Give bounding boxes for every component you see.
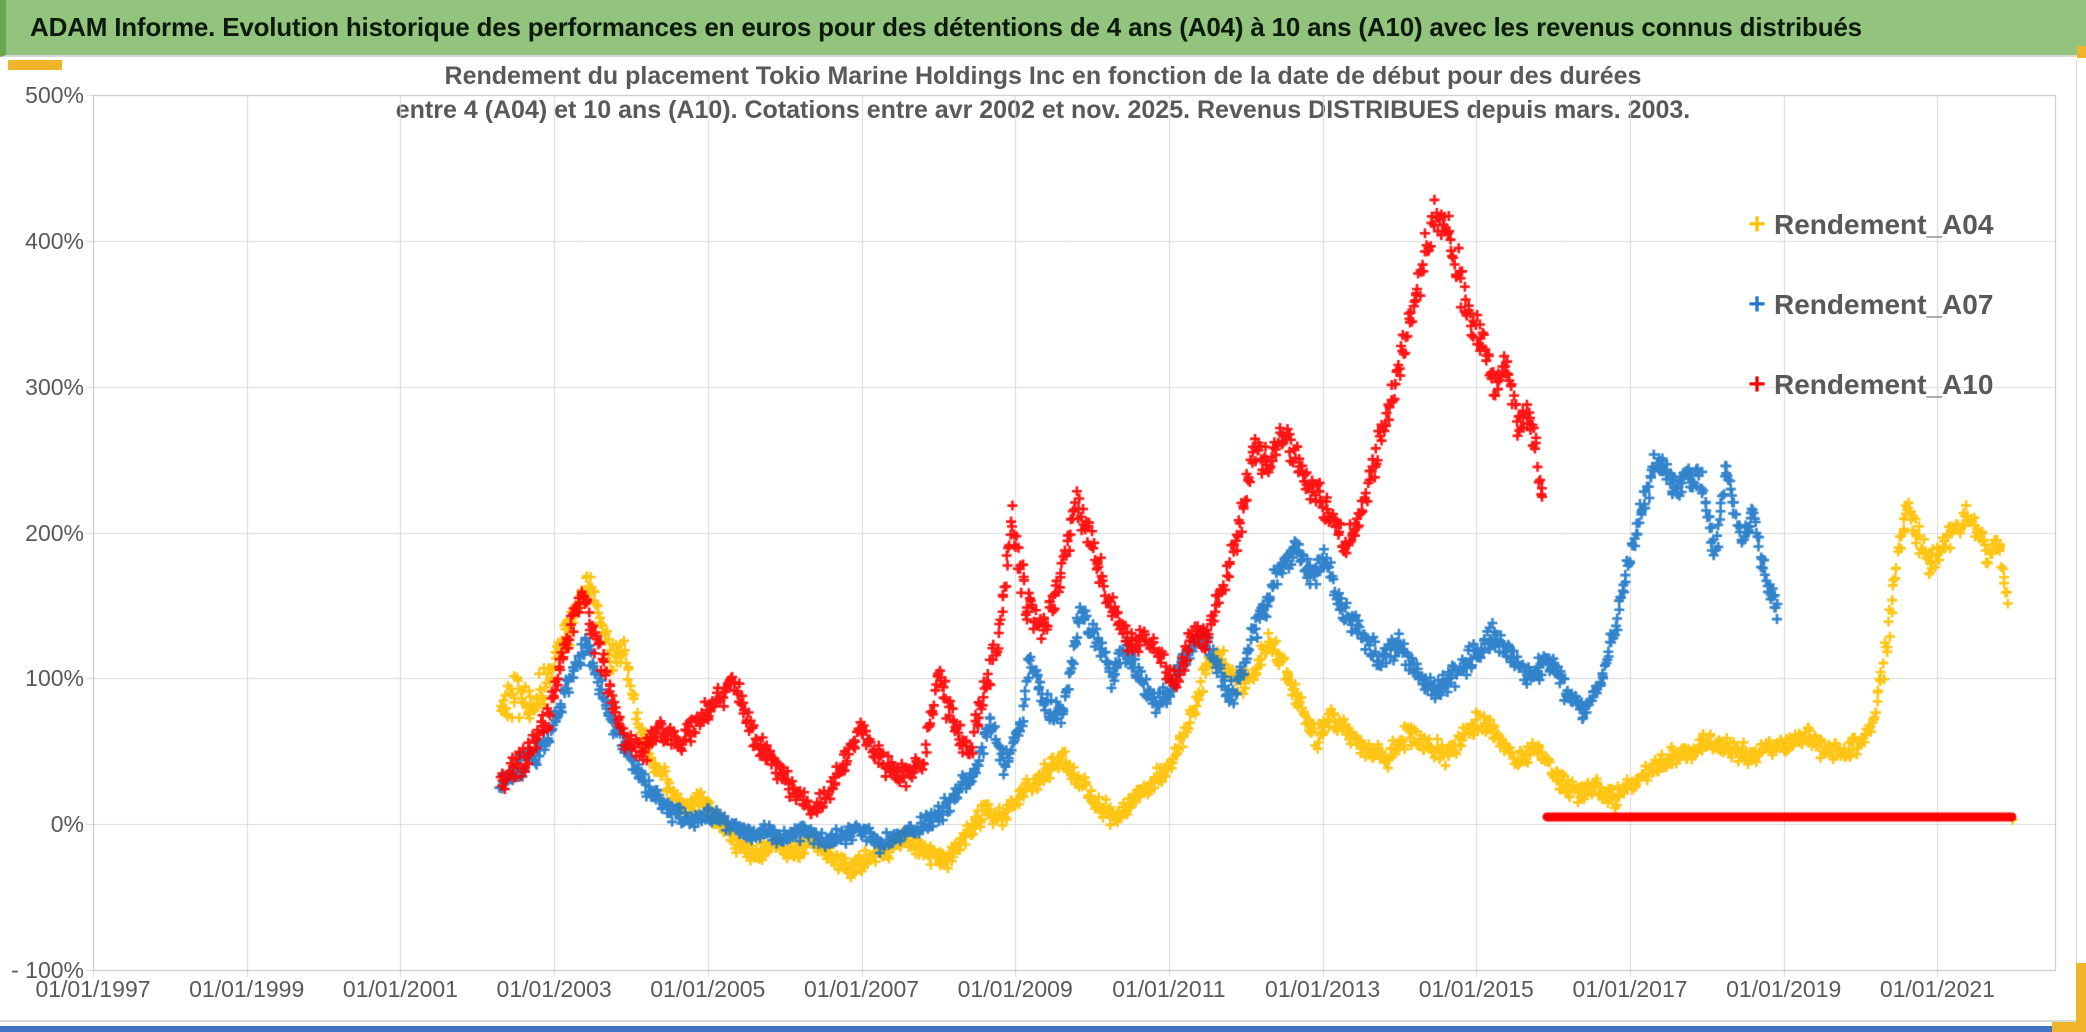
legend-plus-marker-icon: + [1748, 288, 1766, 321]
gold-accent-bottom-right [2052, 1022, 2086, 1032]
legend-label: Rendement_A04 [1774, 209, 1994, 240]
bottom-blue-bar [0, 1026, 2086, 1032]
y-axis-tick-label: 400% [25, 227, 84, 254]
x-axis-tick-label: 01/01/2005 [650, 976, 766, 1002]
y-axis-tick-label: 500% [25, 82, 84, 108]
x-axis-tick-label: 01/01/2009 [957, 976, 1073, 1002]
y-axis-tick-label: 200% [25, 519, 84, 546]
x-axis-tick-label: 01/01/2003 [496, 976, 612, 1002]
y-axis-tick-label: 0% [50, 811, 84, 838]
legend-item-rendement_a04[interactable]: + Rendement_A04 [1740, 205, 1993, 245]
chart-frame-right-line [2076, 60, 2077, 1022]
x-axis-tick-label: 01/01/2011 [1112, 976, 1226, 1002]
x-axis-tick-label: 01/01/2021 [1879, 976, 1995, 1002]
legend-label: Rendement_A10 [1774, 369, 1994, 400]
x-axis-tick-label: 01/01/1999 [189, 976, 305, 1002]
gold-accent-right-strip [2076, 963, 2086, 1032]
x-axis-tick-label: 01/01/2015 [1418, 976, 1534, 1002]
x-axis-tick-label: 01/01/1997 [35, 976, 151, 1002]
x-axis-tick-label: 01/01/2013 [1265, 976, 1381, 1002]
legend-label: Rendement_A07 [1774, 289, 1994, 320]
x-axis-tick-label: 01/01/2017 [1572, 976, 1688, 1002]
x-axis-tick-label: 01/01/2007 [803, 976, 920, 1002]
x-axis-tick-label: 01/01/2019 [1726, 976, 1842, 1002]
y-axis-tick-label: 300% [25, 373, 84, 400]
x-axis-tick-label: 01/01/2001 [342, 976, 458, 1002]
y-axis-tick-label: - 100% [11, 957, 84, 983]
legend-plus-marker-icon: + [1748, 208, 1766, 241]
y-axis-tick-label: 100% [25, 665, 84, 692]
legend-item-rendement_a10[interactable]: + Rendement_A10 [1740, 365, 1993, 405]
legend-item-rendement_a07[interactable]: + Rendement_A07 [1740, 285, 1993, 325]
bottom-divider-line [0, 1020, 2086, 1022]
legend-plus-marker-icon: + [1748, 368, 1766, 401]
